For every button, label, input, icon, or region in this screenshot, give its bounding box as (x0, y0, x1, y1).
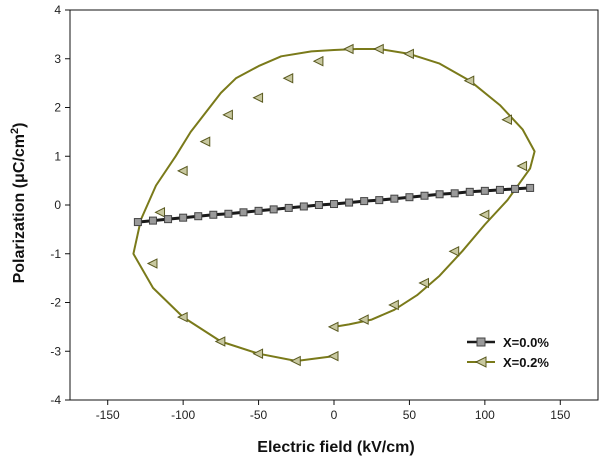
triangle-marker-icon (388, 299, 399, 311)
square-marker-icon (375, 196, 384, 205)
square-marker-icon (390, 194, 399, 203)
legend-square-marker-icon (476, 337, 486, 347)
triangle-marker-icon (290, 355, 301, 367)
triangle-marker-icon (177, 311, 188, 323)
x-tick-label: -150 (96, 408, 120, 422)
triangle-marker-icon (252, 348, 264, 359)
y-axis-title: Polarization (μC/cm2) (9, 123, 28, 284)
legend-item-series-2: X=0.2% (467, 355, 549, 370)
square-marker-icon (224, 209, 233, 218)
triangle-marker-icon (146, 258, 158, 269)
square-marker-icon (360, 197, 369, 206)
triangle-marker-icon (342, 43, 354, 55)
triangle-marker-icon (327, 321, 339, 333)
square-marker-icon (465, 187, 474, 196)
triangle-marker-icon (177, 165, 188, 177)
legend-item-series-1: X=0.0% (467, 335, 549, 350)
x-tick-label: 100 (475, 408, 495, 422)
y-tick-label: -1 (50, 247, 61, 261)
series-layer (132, 43, 536, 367)
x-tick-label: -100 (171, 408, 195, 422)
square-marker-icon (194, 212, 203, 221)
square-marker-icon (254, 206, 263, 215)
legend: X=0.0% X=0.2% (467, 335, 549, 370)
y-tick-label: 0 (54, 198, 61, 212)
square-marker-icon (435, 190, 444, 199)
y-tick-label: 1 (54, 149, 61, 163)
y-tick-label: -3 (50, 344, 61, 358)
y-tick-label: -4 (50, 393, 61, 407)
square-marker-icon (511, 184, 520, 193)
square-marker-icon (330, 200, 338, 209)
y-tick-label: 3 (54, 52, 61, 66)
x-tick-label: -50 (250, 408, 268, 422)
square-marker-icon (239, 208, 248, 217)
square-marker-icon (405, 193, 414, 202)
square-marker-icon (345, 198, 354, 207)
square-marker-icon (314, 201, 323, 209)
square-marker-icon (450, 189, 459, 198)
legend-label-series-2: X=0.2% (503, 355, 549, 370)
triangle-marker-icon (358, 314, 369, 325)
x-tick-label: 150 (550, 408, 570, 422)
triangle-marker-icon (463, 75, 475, 86)
triangle-marker-icon (373, 43, 384, 55)
square-marker-icon (164, 215, 173, 224)
triangle-marker-icon (478, 209, 490, 221)
y-tick-label: 2 (54, 101, 61, 115)
triangle-marker-icon (501, 114, 512, 125)
legend-label-series-1: X=0.0% (503, 335, 549, 350)
plot-frame (69, 9, 599, 401)
triangle-marker-icon (214, 336, 226, 347)
y-tick-label: 4 (54, 3, 61, 17)
y-axis-title-main: Polarization (μC/cm (11, 134, 28, 283)
triangle-marker-icon (418, 277, 430, 289)
triangle-marker-icon (199, 136, 211, 147)
triangle-marker-icon (448, 246, 460, 257)
triangle-marker-icon (403, 48, 414, 60)
x-tick-label: 0 (331, 408, 338, 422)
triangle-marker-icon (154, 207, 166, 218)
triangle-marker-icon (312, 55, 324, 67)
square-marker-icon (133, 218, 142, 227)
triangle-marker-icon (327, 350, 339, 362)
y-tick-label: -2 (50, 296, 61, 310)
square-marker-icon (269, 205, 278, 214)
y-axis-title-sup: 2 (9, 128, 21, 134)
square-marker-icon (526, 183, 535, 192)
square-marker-icon (209, 210, 218, 219)
triangle-marker-icon (282, 72, 294, 84)
square-marker-icon (299, 202, 308, 211)
triangle-marker-icon (516, 160, 528, 172)
x-axis-title: Electric field (kV/cm) (257, 439, 414, 456)
triangle-marker-icon (222, 109, 233, 121)
y-axis-title-close: ) (11, 123, 28, 128)
axis-ticks: -150 -100 -50 0 50 100 150 -4 -3 -2 -1 0 1 2 3 4 (50, 3, 570, 422)
square-marker-icon (480, 186, 489, 195)
x-tick-label: 50 (403, 408, 417, 422)
square-marker-icon (148, 216, 157, 225)
triangle-marker-icon (252, 92, 264, 104)
square-marker-icon (420, 191, 429, 200)
square-marker-icon (495, 185, 504, 194)
square-marker-icon (179, 213, 188, 222)
legend-triangle-marker-icon (474, 356, 487, 368)
square-marker-icon (284, 203, 293, 212)
